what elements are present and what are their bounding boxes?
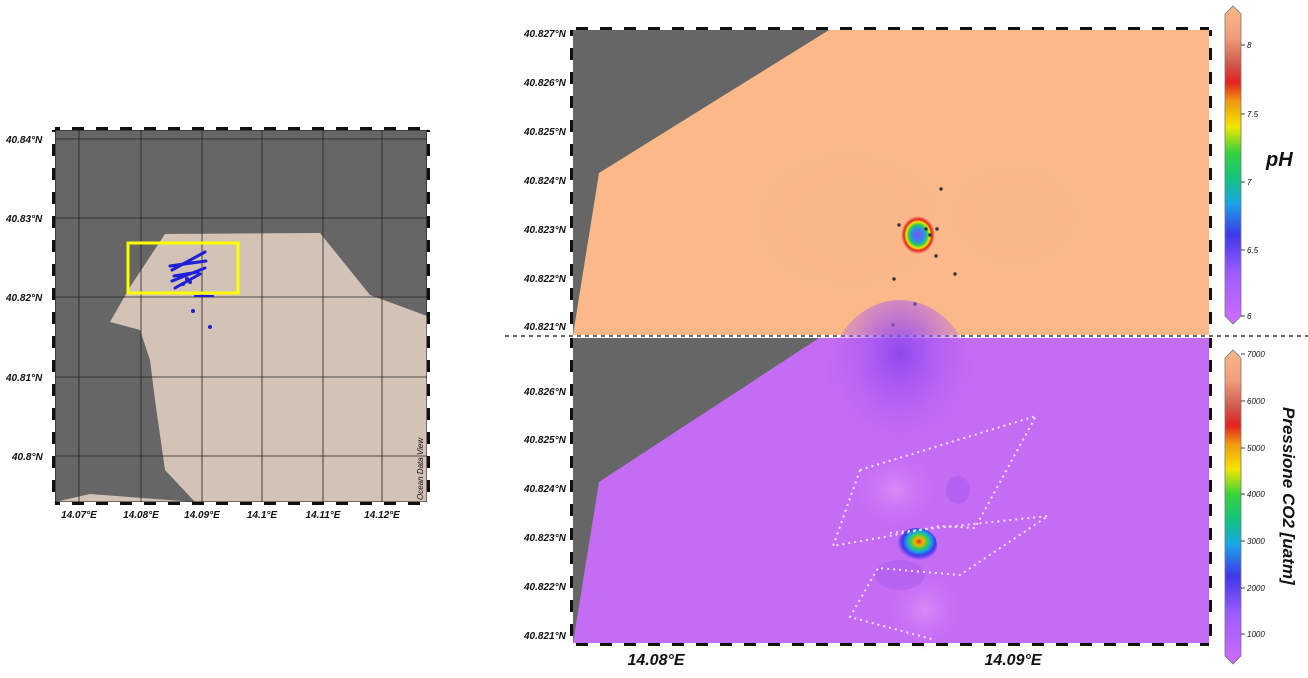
ph-lat-tick: 40.822°N xyxy=(523,274,567,285)
ph-lat-tick: 40.824°N xyxy=(523,176,567,187)
co2-high-co2-spot xyxy=(897,528,937,562)
co2-colorbar-title: Pressione CO2 [uatm] xyxy=(1279,407,1298,586)
overview-lon-tick: 14.08°E xyxy=(123,510,159,521)
co2-colorbar xyxy=(1224,349,1242,665)
ph-colorbar-tick: 7.5 xyxy=(1247,110,1259,119)
ph-lat-tick: 40.821°N xyxy=(523,322,567,333)
co2-lat-tick: 40.824°N xyxy=(523,484,567,495)
overview-sea-strip xyxy=(55,494,195,502)
co2-lat-tick: 40.825°N xyxy=(523,435,567,446)
co2-lon-tick: 14.09°E xyxy=(984,652,1042,669)
overview-lat-tick: 40.83°N xyxy=(5,214,43,225)
ph-stations xyxy=(891,187,957,327)
co2-field-contour xyxy=(946,476,970,504)
co2-field-contour xyxy=(885,570,965,650)
co2-colorbar-tick: 5000 xyxy=(1247,444,1265,453)
co2-lat-tick: 40.821°N xyxy=(523,631,567,642)
ph-colorbar-tick: 6.5 xyxy=(1247,246,1259,255)
co2-field-contour xyxy=(850,450,940,530)
co2-lat-tick: 40.823°N xyxy=(523,533,567,544)
overview-lon-tick: 14.07°E xyxy=(61,510,97,521)
ph-colorbar-tick: 6 xyxy=(1247,312,1252,321)
overview-credit: Ocean Data View xyxy=(416,437,425,500)
overview-highlight-box xyxy=(126,241,240,295)
overview-map: 40.84°N 40.83°N 40.82°N 40.81°N 40.8°N 1… xyxy=(5,127,430,521)
ph-colorbar-title: pH xyxy=(1265,149,1293,171)
overview-stations xyxy=(181,277,212,329)
overview-sea xyxy=(110,233,427,502)
ph-panel: 40.827°N 40.826°N 40.825°N 40.824°N 40.8… xyxy=(523,5,1293,335)
ph-lat-tick: 40.827°N xyxy=(523,29,567,40)
ph-field-contour xyxy=(940,155,1090,275)
co2-field-contour xyxy=(875,560,925,590)
co2-colorbar-tick: 7000 xyxy=(1247,350,1265,359)
overview-grid xyxy=(55,130,427,502)
overview-ship-track xyxy=(168,250,214,297)
co2-ship-track xyxy=(848,515,1049,641)
co2-panel: 40.826°N 40.825°N 40.824°N 40.823°N 40.8… xyxy=(523,300,1298,669)
overview-lat-tick: 40.84°N xyxy=(5,135,43,146)
overview-lat-tick: 40.8°N xyxy=(11,452,43,463)
overview-lon-tick: 14.1°E xyxy=(247,510,277,521)
ph-colorbar-tick: 8 xyxy=(1247,41,1252,50)
co2-colorbar-tick: 3000 xyxy=(1247,537,1265,546)
ph-lat-tick: 40.825°N xyxy=(523,127,567,138)
overview-lon-tick: 14.12°E xyxy=(364,510,400,521)
co2-colorbar-tick: 2000 xyxy=(1246,584,1265,593)
overview-lat-tick: 40.81°N xyxy=(5,373,43,384)
co2-field-contour xyxy=(825,300,975,480)
ph-lat-tick: 40.823°N xyxy=(523,225,567,236)
overview-lat-tick: 40.82°N xyxy=(5,293,43,304)
co2-lon-tick: 14.08°E xyxy=(627,652,685,669)
co2-colorbar-tick: 6000 xyxy=(1247,397,1265,406)
co2-lat-tick: 40.822°N xyxy=(523,582,567,593)
overview-lon-tick: 14.11°E xyxy=(306,510,341,521)
ph-colorbar-tick: 7 xyxy=(1247,178,1252,187)
ph-colorbar xyxy=(1224,5,1242,325)
co2-lat-tick: 40.826°N xyxy=(523,387,567,398)
ph-lat-tick: 40.826°N xyxy=(523,78,567,89)
co2-colorbar-tick: 4000 xyxy=(1247,490,1265,499)
ph-field-contour xyxy=(740,140,960,300)
overview-lon-tick: 14.09°E xyxy=(184,510,220,521)
ph-low-ph-spot xyxy=(901,216,935,254)
co2-colorbar-tick: 1000 xyxy=(1247,630,1265,639)
